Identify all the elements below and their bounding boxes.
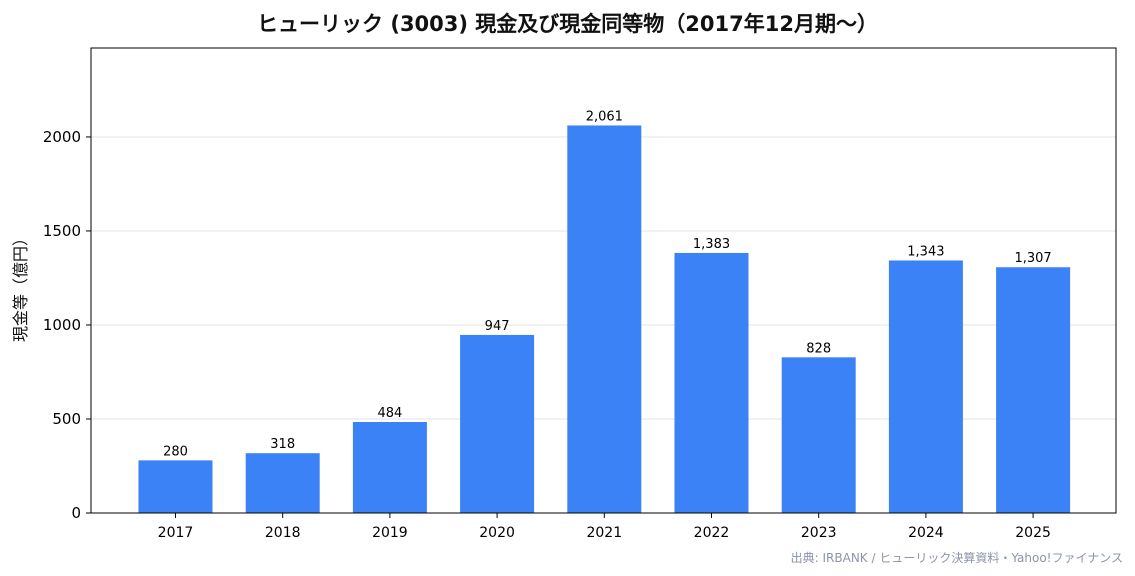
x-axis-ticks: 2017 2018 2019 2020 2021 2022 2023 2024 2025 (158, 513, 1051, 541)
x-tick-label: 2024 (908, 525, 944, 541)
x-tick-label: 2021 (586, 525, 622, 541)
bar-2021 (567, 125, 642, 513)
data-label: 318 (270, 437, 295, 452)
x-tick-label: 2025 (1015, 525, 1051, 541)
bar-2019 (352, 421, 427, 513)
bar-2020 (460, 334, 535, 513)
chart-title: ヒューリック (3003) 現金及び現金同等物（2017年12月期〜） (257, 12, 878, 36)
source-note: 出典: IRBANK / ヒューリック決算資料・Yahoo!ファイナンス (790, 551, 1123, 565)
data-label: 1,343 (907, 244, 944, 259)
data-label: 1,383 (693, 237, 730, 252)
y-tick-label: 2000 (43, 128, 81, 146)
x-tick-label: 2019 (372, 525, 408, 541)
y-tick-label: 1000 (43, 316, 81, 334)
x-tick-label: 2017 (158, 525, 194, 541)
x-tick-label: 2022 (694, 525, 730, 541)
y-tick-label: 0 (71, 504, 81, 522)
y-axis-ticks: 0 500 1000 1500 2000 (43, 128, 91, 522)
data-label: 484 (377, 406, 402, 421)
bar-2018 (245, 453, 320, 513)
bar-2017 (138, 460, 213, 513)
data-label: 280 (163, 444, 188, 459)
data-label: 2,061 (586, 109, 623, 124)
data-label: 947 (485, 319, 510, 334)
y-tick-label: 500 (52, 410, 81, 428)
bar-2022 (674, 252, 749, 513)
bar-2024 (888, 260, 963, 513)
bars (138, 125, 1071, 513)
y-tick-label: 1500 (43, 222, 81, 240)
x-tick-label: 2018 (265, 525, 301, 541)
data-label: 1,307 (1014, 251, 1051, 266)
plot-frame (90, 47, 1117, 514)
bar-2025 (996, 267, 1071, 513)
data-labels: 280 318 484 947 2,061 1,383 828 1,343 1,307 (163, 109, 1052, 459)
data-label: 828 (806, 341, 831, 356)
x-tick-label: 2020 (479, 525, 515, 541)
bar-2023 (781, 357, 856, 513)
x-tick-label: 2023 (801, 525, 837, 541)
